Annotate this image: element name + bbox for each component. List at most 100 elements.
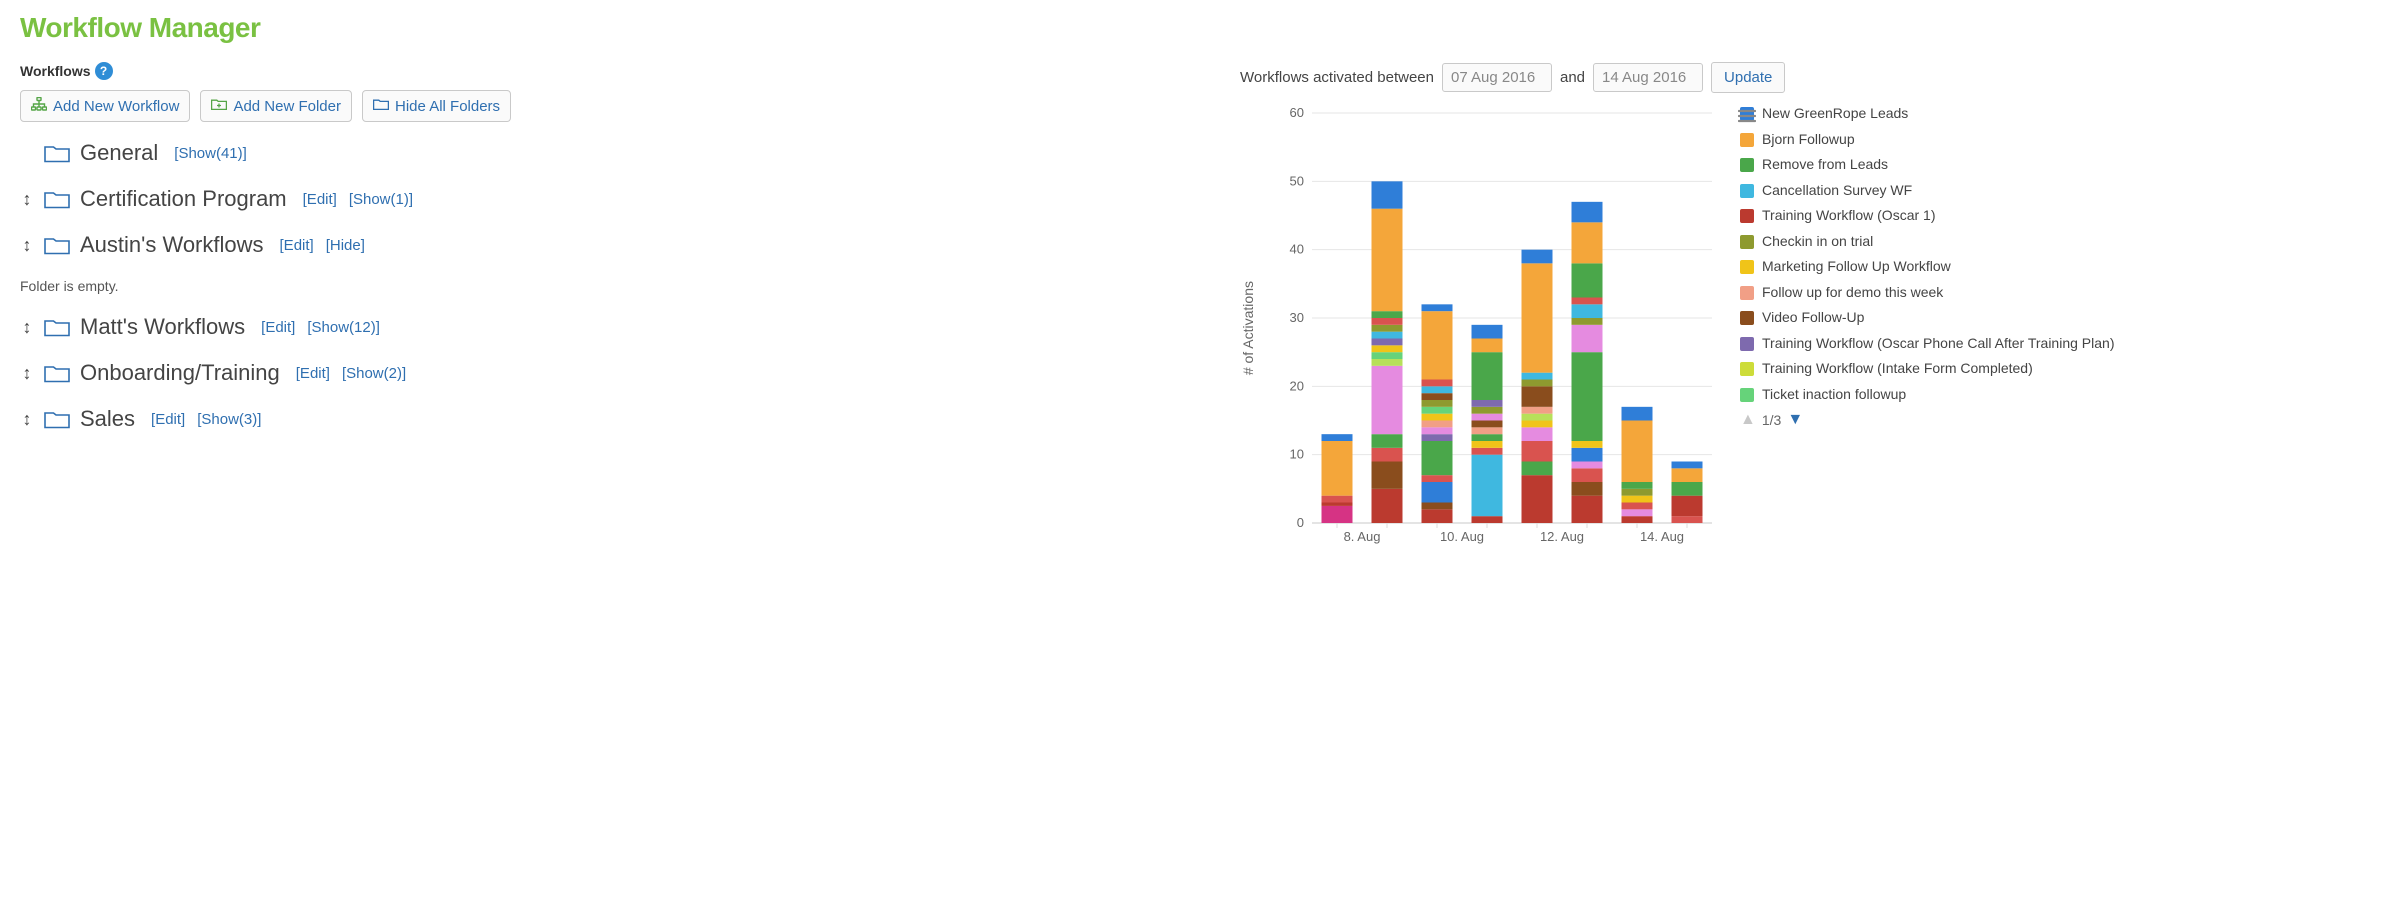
legend-item[interactable]: Training Workflow (Oscar Phone Call Afte… xyxy=(1740,335,2380,353)
svg-text:40: 40 xyxy=(1290,242,1304,257)
legend-label: Training Workflow (Intake Form Completed… xyxy=(1762,360,2033,378)
legend-item[interactable]: Training Workflow (Oscar 1) xyxy=(1740,207,2380,225)
drag-handle-icon[interactable]: ↕ xyxy=(20,235,34,256)
folder-name: Sales xyxy=(80,406,135,432)
legend-label: New GreenRope Leads xyxy=(1762,105,1908,123)
legend-item[interactable]: Cancellation Survey WF xyxy=(1740,182,2380,200)
legend-prev-icon[interactable]: ▲ xyxy=(1740,411,1756,429)
legend-item[interactable]: Follow up for demo this week xyxy=(1740,284,2380,302)
legend-swatch xyxy=(1740,209,1754,223)
legend-item[interactable]: Marketing Follow Up Workflow xyxy=(1740,258,2380,276)
svg-text:8. Aug: 8. Aug xyxy=(1344,529,1381,544)
folder-links: [Edit] [Show(3)] xyxy=(151,411,261,428)
workflows-label-text: Workflows xyxy=(20,63,91,79)
legend-label: Bjorn Followup xyxy=(1762,131,1855,149)
folder-link[interactable]: [Show(2)] xyxy=(342,365,406,382)
legend-swatch xyxy=(1740,286,1754,300)
drag-handle-icon[interactable]: ↕ xyxy=(20,409,34,430)
folder-row: ↕Certification Program[Edit][Show(1)] xyxy=(20,186,1200,212)
legend-item[interactable]: Training Workflow (Intake Form Completed… xyxy=(1740,360,2380,378)
filter-prefix: Workflows activated between xyxy=(1240,69,1434,86)
add-folder-label: Add New Folder xyxy=(233,98,341,115)
filter-and: and xyxy=(1560,69,1585,86)
folder-icon[interactable] xyxy=(44,235,70,255)
date-to-input[interactable] xyxy=(1593,63,1703,92)
drag-handle-icon[interactable]: ↕ xyxy=(20,189,34,210)
svg-text:12. Aug: 12. Aug xyxy=(1540,529,1584,544)
legend-label: Video Follow-Up xyxy=(1762,309,1864,327)
chart-menu-icon[interactable] xyxy=(1738,109,1756,126)
svg-text:60: 60 xyxy=(1290,105,1304,120)
folder-row: ↕ Sales [Edit] [Show(3)] xyxy=(20,406,1200,432)
folder-link[interactable]: [Edit] xyxy=(296,365,330,382)
folder-name: Matt's Workflows xyxy=(80,314,245,340)
folder-links: [Edit] [Hide] xyxy=(280,237,365,254)
folder-row: ↕Onboarding/Training[Edit][Show(2)] xyxy=(20,360,1200,386)
legend-label: Remove from Leads xyxy=(1762,156,1888,174)
chart-legend: New GreenRope Leads Bjorn Followup Remove … xyxy=(1740,105,2380,429)
svg-text:20: 20 xyxy=(1290,378,1304,393)
legend-item[interactable]: Remove from Leads xyxy=(1740,156,2380,174)
legend-label: Training Workflow (Oscar 1) xyxy=(1762,207,1935,225)
legend-next-icon[interactable]: ▼ xyxy=(1787,411,1803,429)
help-icon[interactable]: ? xyxy=(95,62,113,80)
folder-link[interactable]: [Show(3)] xyxy=(197,411,261,428)
folder-icon[interactable] xyxy=(44,363,70,383)
drag-handle-icon[interactable]: ↕ xyxy=(20,317,34,338)
svg-text:10: 10 xyxy=(1290,447,1304,462)
folder-icon[interactable] xyxy=(44,189,70,209)
add-folder-button[interactable]: Add New Folder xyxy=(200,90,352,122)
legend-item[interactable]: Ticket inaction followup xyxy=(1740,386,2380,404)
add-workflow-button[interactable]: Add New Workflow xyxy=(20,90,190,122)
svg-text:50: 50 xyxy=(1290,173,1304,188)
page-title: Workflow Manager xyxy=(20,12,2380,44)
legend-label: Marketing Follow Up Workflow xyxy=(1762,258,1951,276)
folder-links: [Show(41)] xyxy=(174,145,247,162)
folder-link[interactable]: [Show(12)] xyxy=(307,319,380,336)
add-workflow-label: Add New Workflow xyxy=(53,98,179,115)
folder-icon[interactable] xyxy=(44,143,70,163)
legend-item[interactable]: Video Follow-Up xyxy=(1740,309,2380,327)
hide-all-folders-button[interactable]: Hide All Folders xyxy=(362,90,511,122)
legend-swatch xyxy=(1740,388,1754,402)
legend-label: Follow up for demo this week xyxy=(1762,284,1943,302)
legend-swatch xyxy=(1740,235,1754,249)
drag-handle-icon[interactable]: ↕ xyxy=(20,363,34,384)
folder-list: General[Show(41)]↕Certification Program[… xyxy=(20,140,1200,432)
legend-page-text: 1/3 xyxy=(1762,412,1781,428)
folder-name: Austin's Workflows xyxy=(80,232,264,258)
folder-links: [Edit] [Show(1)] xyxy=(303,191,413,208)
folder-links: [Edit] [Show(12)] xyxy=(261,319,380,336)
folder-link[interactable]: [Edit] xyxy=(280,237,314,254)
folder-name: General xyxy=(80,140,158,166)
legend-swatch xyxy=(1740,133,1754,147)
folder-plus-icon xyxy=(211,97,227,115)
legend-swatch xyxy=(1740,362,1754,376)
legend-item[interactable]: New GreenRope Leads xyxy=(1740,105,2380,123)
legend-item[interactable]: Checkin in on trial xyxy=(1740,233,2380,251)
folder-link[interactable]: [Edit] xyxy=(261,319,295,336)
legend-label: Checkin in on trial xyxy=(1762,233,1873,251)
svg-text:10. Aug: 10. Aug xyxy=(1440,529,1484,544)
folder-link[interactable]: [Show(1)] xyxy=(349,191,413,208)
svg-text:0: 0 xyxy=(1297,515,1304,530)
folder-icon[interactable] xyxy=(44,409,70,429)
update-button[interactable]: Update xyxy=(1711,62,1785,93)
y-axis-title: # of Activations xyxy=(1240,281,1256,375)
folder-row: ↕ Matt's Workflows [Edit] [Show(12)] xyxy=(20,314,1200,340)
workflows-label: Workflows ? xyxy=(20,62,113,80)
date-filter-row: Workflows activated between and Update xyxy=(1240,62,2380,93)
folder-link[interactable]: [Show(41)] xyxy=(174,145,247,162)
date-from-input[interactable] xyxy=(1442,63,1552,92)
legend-pager: ▲ 1/3 ▼ xyxy=(1740,411,2380,429)
svg-text:30: 30 xyxy=(1290,310,1304,325)
folder-row: General [Show(41)] xyxy=(20,140,1200,166)
legend-item[interactable]: Bjorn Followup xyxy=(1740,131,2380,149)
folder-empty-note: Folder is empty. xyxy=(20,278,1200,294)
folder-icon[interactable] xyxy=(44,317,70,337)
hide-all-label: Hide All Folders xyxy=(395,98,500,115)
folder-link[interactable]: [Edit] xyxy=(151,411,185,428)
folder-link[interactable]: [Hide] xyxy=(326,237,365,254)
folder-link[interactable]: [Edit] xyxy=(303,191,337,208)
folder-row: ↕ Austin's Workflows [Edit] [Hide] xyxy=(20,232,1200,258)
